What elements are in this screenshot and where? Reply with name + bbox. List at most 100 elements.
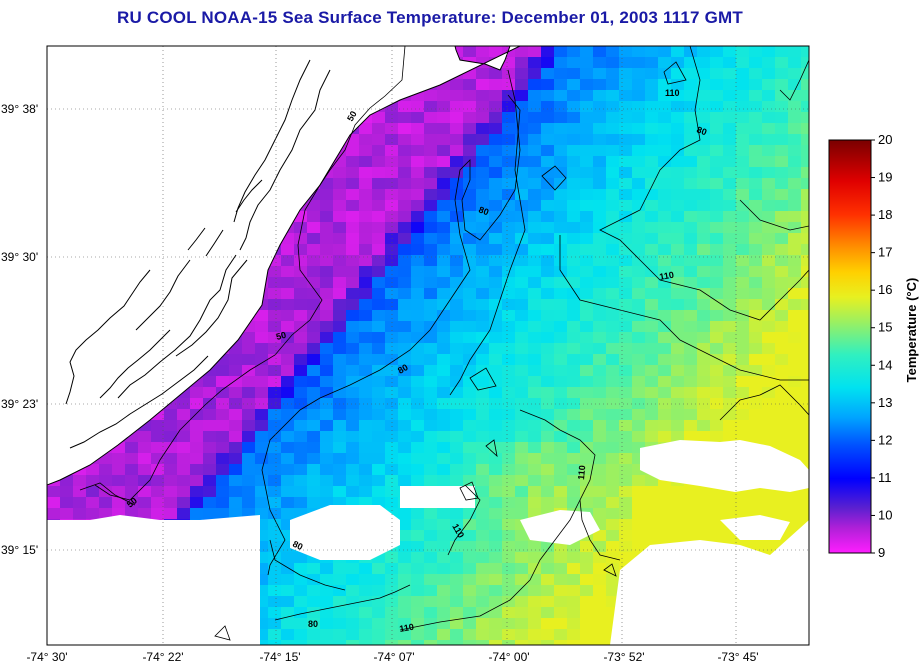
sst-cell (372, 244, 386, 256)
sst-cell (671, 398, 685, 410)
sst-cell (489, 585, 503, 597)
sst-cell (450, 332, 464, 344)
sst-cell (606, 200, 620, 212)
sst-cell (723, 299, 737, 311)
sst-cell (320, 486, 334, 498)
sst-cell (658, 288, 672, 300)
sst-cell (515, 475, 529, 487)
sst-cell (281, 299, 295, 311)
sst-cell (86, 486, 100, 498)
sst-cell (320, 189, 334, 201)
sst-cell (450, 90, 464, 102)
sst-cell (788, 497, 802, 509)
sst-cell (346, 387, 360, 399)
sst-cell (762, 299, 776, 311)
sst-cell (476, 618, 490, 630)
sst-cell (502, 497, 516, 509)
sst-cell (346, 167, 360, 179)
sst-cell (502, 431, 516, 443)
sst-cell (554, 475, 568, 487)
sst-cell (437, 574, 451, 586)
sst-cell (255, 453, 269, 465)
sst-cell (515, 574, 529, 586)
sst-cell (567, 112, 581, 124)
sst-cell (632, 442, 646, 454)
sst-cell (450, 112, 464, 124)
sst-cell (619, 156, 633, 168)
sst-cell (723, 200, 737, 212)
sst-cell (450, 431, 464, 443)
sst-cell (567, 255, 581, 267)
sst-cell (801, 189, 809, 201)
sst-cell (229, 486, 243, 498)
sst-cell (554, 332, 568, 344)
sst-cell (281, 233, 295, 245)
sst-cell (515, 90, 529, 102)
sst-cell (736, 387, 750, 399)
sst-cell (450, 310, 464, 322)
sst-cell (528, 211, 542, 223)
sst-cell (658, 508, 672, 520)
sst-cell (645, 519, 659, 531)
sst-cell (255, 541, 269, 553)
sst-cell (528, 365, 542, 377)
sst-cell (593, 112, 607, 124)
sst-cell (528, 145, 542, 157)
sst-cell (502, 530, 516, 542)
sst-cell (762, 211, 776, 223)
sst-cell (424, 640, 438, 645)
sst-cell (515, 101, 529, 113)
sst-cell (398, 552, 412, 564)
sst-cell (788, 255, 802, 267)
sst-cell (645, 497, 659, 509)
sst-cell (671, 101, 685, 113)
sst-cell (281, 321, 295, 333)
sst-cell (489, 365, 503, 377)
sst-cell (567, 310, 581, 322)
sst-cell (307, 376, 321, 388)
sst-cell (398, 101, 412, 113)
sst-cell (489, 519, 503, 531)
sst-cell (749, 288, 763, 300)
sst-cell (476, 288, 490, 300)
sst-cell (658, 475, 672, 487)
sst-cell (177, 464, 191, 476)
sst-cell (684, 266, 698, 278)
sst-cell (528, 189, 542, 201)
sst-cell (684, 321, 698, 333)
sst-cell (580, 343, 594, 355)
sst-cell (333, 585, 347, 597)
sst-cell (593, 607, 607, 619)
sst-cell (606, 68, 620, 80)
sst-cell (489, 200, 503, 212)
sst-cell (385, 288, 399, 300)
sst-cell (281, 409, 295, 421)
sst-cell (255, 629, 269, 641)
sst-cell (801, 101, 809, 113)
sst-cell (346, 420, 360, 432)
sst-cell (606, 46, 620, 58)
sst-cell (671, 57, 685, 69)
sst-cell (476, 475, 490, 487)
sst-cell (606, 508, 620, 520)
sst-cell (619, 552, 633, 564)
sst-cell (112, 497, 126, 509)
sst-cell (632, 530, 646, 542)
sst-cell (788, 365, 802, 377)
sst-cell (99, 464, 113, 476)
sst-cell (580, 112, 594, 124)
sst-cell (372, 387, 386, 399)
sst-cell (372, 112, 386, 124)
sst-cell (528, 233, 542, 245)
sst-cell (216, 376, 230, 388)
sst-cell (541, 585, 555, 597)
sst-cell (528, 574, 542, 586)
sst-cell (567, 552, 581, 564)
sst-cell (489, 101, 503, 113)
sst-cell (177, 497, 191, 509)
sst-cell (476, 189, 490, 201)
sst-cell (281, 563, 295, 575)
sst-cell (359, 585, 373, 597)
sst-cell (645, 277, 659, 289)
sst-cell (463, 618, 477, 630)
